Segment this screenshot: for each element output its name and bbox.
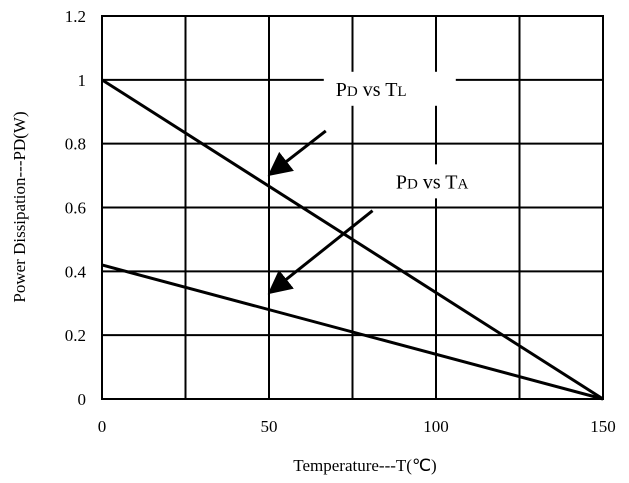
annotation-label-part: L <box>397 84 406 100</box>
y-tick-label: 0 <box>78 390 87 409</box>
y-tick-label: 1.2 <box>65 7 86 26</box>
x-tick-label: 50 <box>261 417 278 436</box>
annotation-label-part: T <box>385 79 397 101</box>
annotation-label: PD vs TA <box>396 171 469 193</box>
annotation-label-bg <box>383 164 516 199</box>
annotation-arrow <box>267 129 327 177</box>
x-axis-title: Temperature---T(℃) <box>293 456 436 475</box>
annotation-label-part: vs <box>418 171 445 193</box>
annotation-label-bg <box>323 71 456 106</box>
series-line-2 <box>101 263 604 401</box>
y-tick-label: 0.2 <box>65 326 86 345</box>
y-tick-label: 0.8 <box>65 135 86 154</box>
annotation-label-part: P <box>336 79 347 101</box>
y-axis-title: Power Dissipation---PD(W) <box>10 111 29 302</box>
annotation-label-part: vs <box>358 79 385 101</box>
y-tick-label: 0.4 <box>65 262 87 281</box>
x-tick-label: 0 <box>98 417 107 436</box>
annotation-label-part: A <box>458 176 469 192</box>
x-tick-label: 150 <box>590 417 616 436</box>
y-tick-label: 1 <box>78 71 87 90</box>
series-line-1 <box>101 78 604 401</box>
y-tick-label: 0.6 <box>65 199 86 218</box>
plot-border <box>101 15 604 400</box>
annotation-label-part: D <box>407 176 418 192</box>
tick-labels: 0 50 100 150 0 0.2 0.4 0.6 0.8 1 1.2 <box>65 7 616 436</box>
annotation-label-part: P <box>396 171 407 193</box>
annotation-label: PD vs TL <box>336 79 407 101</box>
x-tick-label: 100 <box>423 417 449 436</box>
annotation-label-part: D <box>347 84 358 100</box>
annotation-label-part: T <box>445 171 457 193</box>
series-lines <box>101 78 604 401</box>
annotation-arrow <box>267 209 374 295</box>
